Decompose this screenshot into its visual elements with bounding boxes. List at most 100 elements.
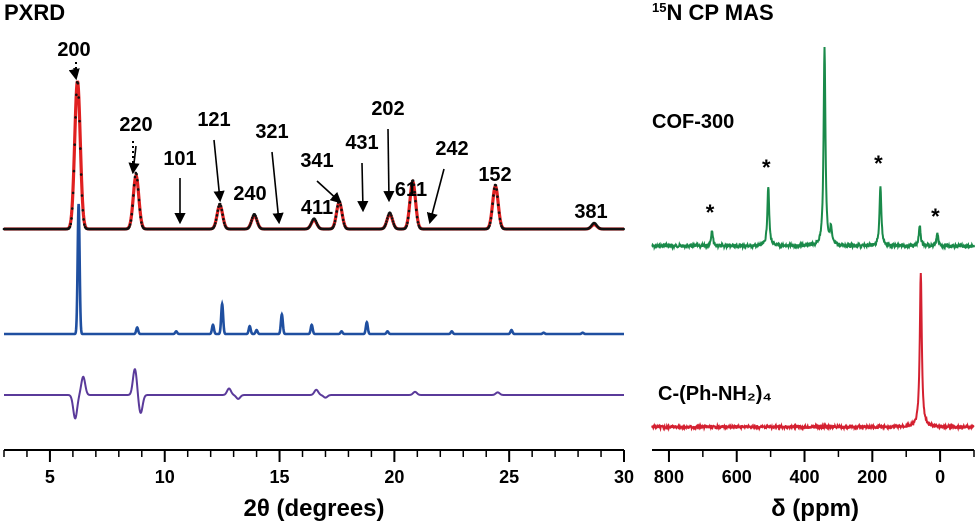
pxrd-experimental-point xyxy=(71,207,74,210)
peak-arrow-202 xyxy=(383,128,395,203)
peak-label-611: 611 xyxy=(395,179,427,201)
peak-arrow-242 xyxy=(426,168,445,225)
pxrd-experimental-point xyxy=(496,203,500,207)
pxrd-experimental-point xyxy=(339,203,343,207)
pxrd-experimental-point xyxy=(622,227,625,231)
sideband-star: * xyxy=(874,151,883,176)
series-label-cof300: COF-300 xyxy=(652,111,734,133)
nmr-panel: 15N CP MAS 800 600 400 200 0 δ (ppm) COF-300… xyxy=(651,0,975,522)
pxrd-experimental-point xyxy=(138,208,142,211)
nmr-title-superscript: 15 xyxy=(652,0,666,15)
nmr-plot-area xyxy=(651,46,975,433)
peak-label-411: 411 xyxy=(301,197,333,219)
peak-label-200: 200 xyxy=(57,39,90,61)
pxrd-experimental-point xyxy=(128,223,132,226)
pxrd-experimental-point xyxy=(248,224,252,227)
pxrd-experimental-point xyxy=(415,208,418,212)
pxrd-experimental-point xyxy=(390,217,394,220)
peak-arrow-220 xyxy=(128,145,140,175)
pxrd-experimental-point xyxy=(391,220,395,223)
pxrd-experimental-point xyxy=(83,223,86,226)
pxrd-experimental-point xyxy=(79,173,83,176)
pxrd-experimental-point xyxy=(213,224,216,228)
pxrd-experimental-point xyxy=(74,116,77,119)
peak-label-202: 202 xyxy=(371,98,404,120)
pxrd-experimental-point xyxy=(405,224,408,228)
pxrd-experimental-point xyxy=(342,222,346,225)
pxrd-tick-label: 30 xyxy=(614,467,634,487)
peak-arrow-431 xyxy=(357,162,369,213)
nmr-title: 15N CP MAS xyxy=(652,0,774,25)
pxrd-experimental-point xyxy=(250,219,253,222)
pxrd-experimental-point xyxy=(80,194,84,197)
pxrd-experimental-point xyxy=(488,224,491,228)
peak-label-101: 101 xyxy=(163,148,196,170)
peak-label-381: 381 xyxy=(574,201,607,223)
pxrd-tick-label: 15 xyxy=(270,467,290,487)
pxrd-experimental-point xyxy=(81,208,85,212)
pxrd-experimental-point xyxy=(341,218,345,222)
nmr-tick-label: 0 xyxy=(935,467,945,487)
pxrd-experimental-point xyxy=(130,212,134,216)
pxrd-experimental-point xyxy=(492,194,495,197)
nmr-cof300-spectrum xyxy=(651,46,975,252)
pxrd-experimental-point xyxy=(333,219,337,223)
pxrd-experimental-point xyxy=(215,214,219,217)
peak-arrow-321 xyxy=(271,151,284,225)
pxrd-experimental-point xyxy=(79,147,82,150)
pxrd-experimental-point xyxy=(494,183,498,187)
pxrd-experimental-point xyxy=(408,201,412,204)
pxrd-experimental-point xyxy=(137,198,141,202)
pxrd-experimental-point xyxy=(136,178,139,182)
pxrd-experimental-point xyxy=(135,172,138,176)
sideband-star: * xyxy=(706,200,715,225)
peak-label-431: 431 xyxy=(345,132,378,154)
pxrd-experimental-point xyxy=(409,192,412,195)
pxrd-experimental-point xyxy=(76,81,80,85)
nmr-tick-label: 600 xyxy=(722,467,752,487)
pxrd-experimental-point xyxy=(406,221,409,225)
pxrd-experimental-point xyxy=(72,169,76,173)
peak-arrow-121 xyxy=(213,139,225,203)
pxrd-experimental-point xyxy=(222,221,226,225)
peak-label-152: 152 xyxy=(478,164,511,186)
peak-label-341: 341 xyxy=(300,150,333,172)
peak-label-321: 321 xyxy=(255,121,288,143)
peak-label-242: 242 xyxy=(435,138,468,160)
pxrd-experimental-point xyxy=(255,216,258,220)
pxrd-experimental-point xyxy=(496,195,499,198)
pxrd-x-axis-label: 2θ (degrees) xyxy=(243,495,384,522)
pxrd-experimental-point xyxy=(251,216,254,220)
pxrd-experimental-point xyxy=(214,222,217,225)
pxrd-panel: PXRD 5 10 15 20 25 30 2θ (degrees) 2002201011… xyxy=(2,0,634,522)
pxrd-experimental-point xyxy=(214,218,218,222)
nmr-title-text: N CP MAS xyxy=(666,0,773,25)
pxrd-experimental-point xyxy=(412,183,416,186)
sideband-star: * xyxy=(931,204,940,229)
pxrd-experimental-point xyxy=(220,208,224,212)
sideband-star: * xyxy=(762,155,771,180)
pxrd-experimental-point xyxy=(217,205,220,208)
pxrd-experimental-point xyxy=(249,221,253,225)
pxrd-experimental-point xyxy=(386,214,390,217)
pxrd-simulated-pattern xyxy=(4,203,624,336)
pxrd-experimental-point xyxy=(218,202,222,206)
pxrd-experimental-point xyxy=(488,221,492,225)
pxrd-experimental-point xyxy=(415,215,419,219)
pxrd-experimental-point xyxy=(128,225,131,229)
nmr-tick-label: 800 xyxy=(654,467,684,487)
pxrd-experimental-point xyxy=(334,215,338,218)
pxrd-experimental-point xyxy=(410,184,413,187)
pxrd-experimental-point xyxy=(70,217,73,220)
pxrd-experimental-point xyxy=(384,222,388,226)
pxrd-experimental-point xyxy=(406,216,410,220)
pxrd-experimental-point xyxy=(140,221,143,224)
nmr-tick-label: 400 xyxy=(790,467,820,487)
pxrd-experimental-point xyxy=(386,217,389,220)
pxrd-experimental-point xyxy=(68,225,72,229)
pxrd-experimental-point xyxy=(407,209,411,213)
pxrd-experimental-point xyxy=(340,208,343,212)
pxrd-experimental-point xyxy=(69,222,73,226)
pxrd-experimental-point xyxy=(492,187,496,191)
